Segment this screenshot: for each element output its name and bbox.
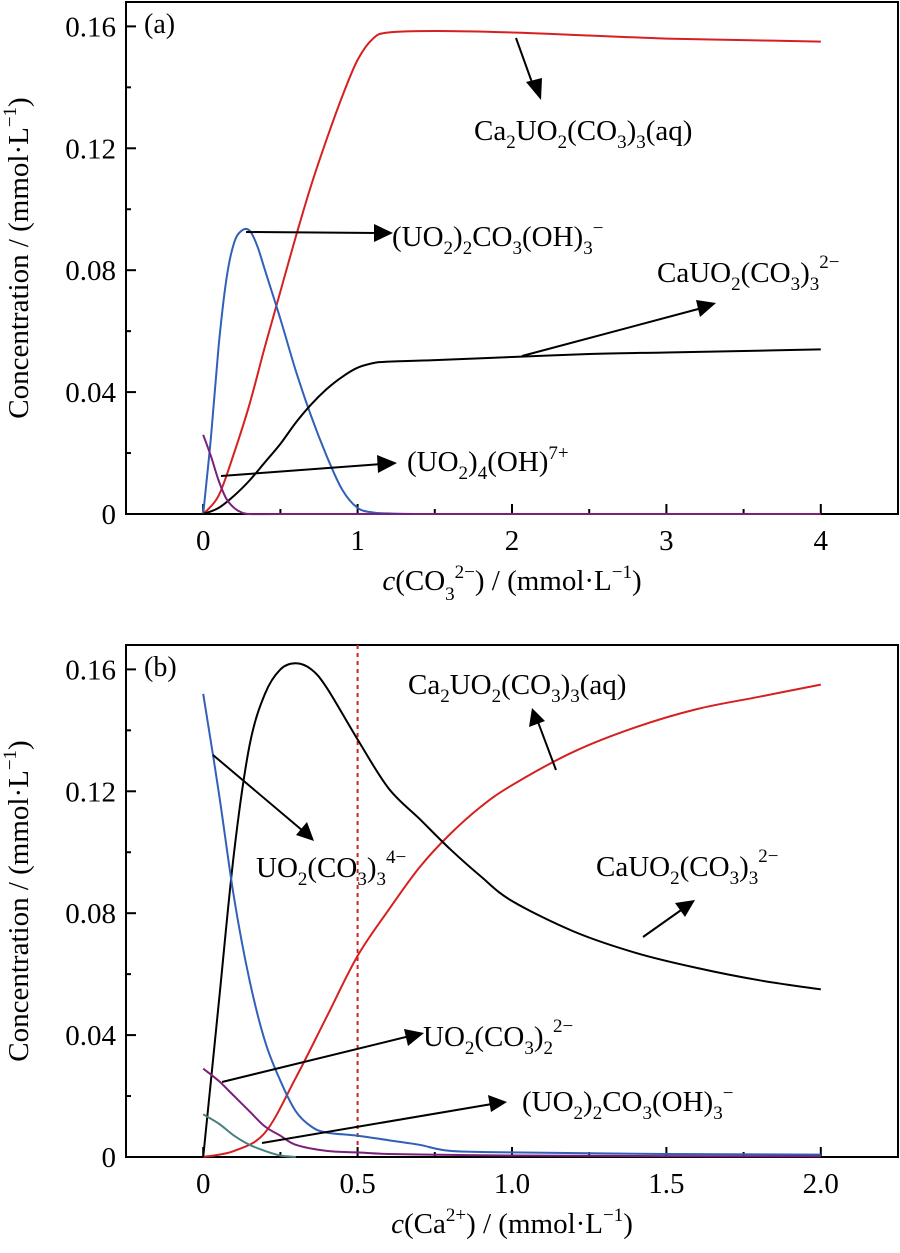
panel-b: 0 0.5 1.0 1.5 2.0 0 0.04 0.08 0.12 0.16 (b) Conce… — [0, 644, 899, 1240]
y-tick-label: 0.04 — [65, 377, 116, 409]
y-axis-label-b: Concentration / (mmol·L−1) — [0, 740, 35, 1061]
ticks-a: 0 1 2 3 4 0 0.04 0.08 0.12 0.16 — [65, 11, 828, 557]
x-axis-label-b: c(Ca2+) / (mmol·L−1) — [391, 1205, 633, 1240]
panel-label-b: (b) — [144, 652, 177, 683]
arrowhead-uo2co33-b — [296, 822, 314, 841]
x-tick-label: 0 — [196, 525, 211, 557]
annotation-uo24oh7-a: (UO2)4(OH)7+ — [407, 443, 569, 484]
y-tick-label: 0.16 — [65, 654, 116, 686]
arrows-a — [220, 37, 716, 477]
y-tick-label: 0 — [102, 499, 117, 531]
x-tick-label: 4 — [814, 525, 829, 557]
series-line--uo2-2co3-oh-3- — [202, 1113, 296, 1158]
annotation-ca2uo2co3-a: Ca2UO2(CO3)3(aq) — [474, 115, 692, 153]
series-line-uo2-co3-3-4- — [202, 693, 821, 1156]
x-tick-label: 1 — [350, 525, 365, 557]
panel-a: 0 1 2 3 4 0 0.04 0.08 0.12 0.16 (a) Concentration… — [0, 1, 899, 605]
x-axis-label-a: c(CO32−) / (mmol·L−1) — [382, 562, 641, 605]
series-line-uo2-co3-2-2- — [202, 1067, 821, 1158]
annotation-ca2uo2co3-b: Ca2UO2(CO3)3(aq) — [408, 669, 626, 707]
y-tick-label: 0.12 — [65, 133, 116, 165]
arrow-cauo2-b — [642, 907, 685, 938]
x-tick-label: 2 — [505, 525, 520, 557]
annotation-cauo2co33-b: CaUO2(CO3)32− — [596, 846, 778, 889]
annotation-uo2co33-b: UO2(CO3)34− — [256, 847, 406, 890]
series-line-cauo2-co3-3-2- — [202, 348, 821, 515]
series-b — [202, 662, 821, 1158]
y-tick-label: 0.08 — [65, 898, 116, 930]
arrows-b — [212, 708, 695, 1144]
ticks-b: 0 0.5 1.0 1.5 2.0 0 0.04 0.08 0.12 0.16 — [65, 654, 839, 1200]
arrow-uo2co33-b — [212, 754, 304, 832]
arrowhead-ca2-a — [526, 78, 542, 100]
y-tick-label: 0.04 — [65, 1020, 116, 1052]
arrowhead-cauo2-b — [675, 900, 695, 917]
arrow-uo22-a — [245, 231, 379, 234]
series-line-ca2uo2-co3-3-aq- — [203, 683, 821, 1158]
y-tick-label: 0.08 — [65, 255, 116, 287]
arrow-uo22-b — [261, 1103, 493, 1144]
arrowhead-uo22-b — [488, 1095, 507, 1112]
series-line--uo2-4-oh-7- — [202, 434, 821, 516]
arrow-cauo2-a — [521, 307, 703, 357]
y-tick-label: 0.16 — [65, 11, 116, 43]
x-tick-label: 1.5 — [648, 1168, 684, 1200]
x-tick-label: 2.0 — [803, 1168, 839, 1200]
x-tick-label: 0.5 — [339, 1168, 375, 1200]
series-a — [202, 29, 821, 516]
series-line-ca2uo2-co3-3-aq- — [202, 29, 821, 515]
x-tick-label: 3 — [659, 525, 674, 557]
annotation-cauo2co33-a: CaUO2(CO3)32− — [657, 252, 839, 295]
arrowhead-uo24-a — [377, 455, 397, 473]
x-tick-label: 1.0 — [494, 1168, 530, 1200]
arrow-uo2co32-b — [221, 1035, 411, 1083]
arrowhead-cauo2-a — [696, 300, 716, 317]
panel-label-a: (a) — [144, 9, 175, 40]
annotation-uo22co3oh3-a: (UO2)2CO3(OH)3− — [392, 218, 603, 259]
y-tick-label: 0 — [102, 1142, 117, 1174]
arrowhead-uo2co32-b — [404, 1029, 424, 1046]
y-tick-label: 0.12 — [65, 776, 116, 808]
annotation-uo22co3oh3-b: (UO2)2CO3(OH)3− — [522, 1083, 733, 1124]
annotations-b: Ca2UO2(CO3)3(aq) UO2(CO3)34− CaUO2(CO3)3… — [256, 669, 778, 1124]
arrowhead-ca2-b — [529, 708, 545, 727]
arrowhead-uo22-a — [374, 224, 393, 242]
y-axis-label-a: Concentration / (mmol·L−1) — [0, 97, 35, 418]
arrow-ca2-a — [515, 37, 535, 89]
series-line-cauo2-co3-3-2- — [202, 662, 821, 1158]
x-tick-label: 0 — [196, 1168, 211, 1200]
arrow-uo24-a — [220, 463, 383, 477]
arrow-ca2-b — [537, 721, 557, 771]
annotations-a: Ca2UO2(CO3)3(aq) (UO2)2CO3(OH)3− CaUO2(C… — [392, 115, 839, 484]
annotation-uo2co32-b: UO2(CO3)22− — [423, 1016, 573, 1059]
